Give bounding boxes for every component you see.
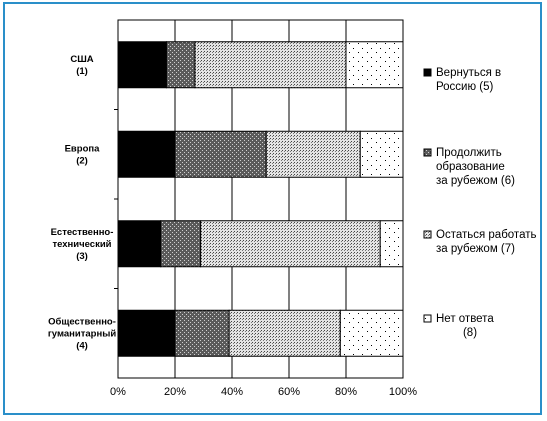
category-label: Европа xyxy=(65,143,101,154)
legend: Вернуться в Россию (5) Продолжить образован… xyxy=(423,67,536,339)
bar-segment xyxy=(117,41,167,89)
legend-swatch xyxy=(423,68,432,77)
legend-swatch xyxy=(423,148,432,157)
x-tick-label: 80% xyxy=(335,386,357,398)
bar-segment xyxy=(339,309,404,357)
legend-swatch xyxy=(423,314,432,323)
bar-segment xyxy=(379,220,404,268)
legend-label: Остаться работать xyxy=(436,229,536,241)
x-tick-label: 40% xyxy=(221,386,243,398)
category-label: (1) xyxy=(76,66,88,77)
labels-layer: 0% 20% 40% 60% 80% 100% США(1) Европа(2) Естеств… xyxy=(48,54,417,398)
x-tick-label: 100% xyxy=(389,386,417,398)
bar-segment xyxy=(174,130,267,178)
legend-label: Продолжить xyxy=(436,147,502,159)
legend-label: Вернуться в xyxy=(436,67,501,79)
legend-label: Россию (5) xyxy=(436,81,494,93)
x-tick-label: 0% xyxy=(110,386,126,398)
category-label: Естественно- xyxy=(51,227,114,238)
x-tick-label: 60% xyxy=(278,386,300,398)
category-label: Общественно- xyxy=(48,316,116,327)
bar-segment xyxy=(117,130,176,178)
bar-segment xyxy=(200,220,381,268)
legend-label: за рубежом (6) xyxy=(436,175,515,187)
bars-layer xyxy=(117,41,404,357)
category-label: (4) xyxy=(76,340,88,351)
bar-segment xyxy=(165,41,196,89)
bar-segment xyxy=(174,309,230,357)
legend-label: за рубежом (7) xyxy=(436,243,515,255)
category-label: (2) xyxy=(76,155,88,166)
bar-segment xyxy=(160,220,202,268)
bar-segment xyxy=(117,309,176,357)
category-label: США xyxy=(70,54,93,65)
legend-label: образование xyxy=(436,161,505,173)
category-label: (3) xyxy=(76,251,88,262)
bar-segment xyxy=(194,41,347,89)
x-tick-label: 20% xyxy=(164,386,186,398)
bar-segment xyxy=(345,41,404,89)
bar-segment xyxy=(117,220,162,268)
legend-label: Нет ответа xyxy=(436,313,494,325)
bar-segment xyxy=(228,309,341,357)
bar-segment xyxy=(265,130,361,178)
category-label: технический xyxy=(52,239,111,250)
bar-segment xyxy=(359,130,404,178)
legend-label: (8) xyxy=(463,327,477,339)
category-label: гуманитарный xyxy=(48,328,116,339)
legend-swatch xyxy=(423,230,432,239)
